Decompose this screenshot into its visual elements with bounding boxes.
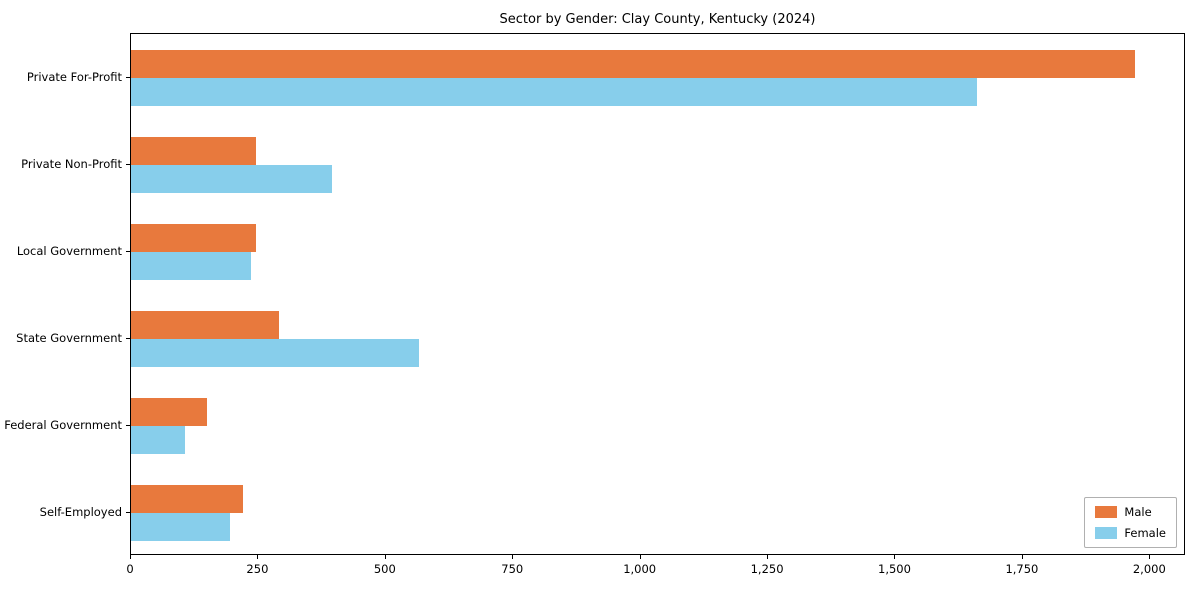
x-tick-mark bbox=[639, 555, 641, 559]
x-tick-mark bbox=[130, 555, 131, 559]
bar-female-state-government bbox=[131, 338, 419, 367]
x-tick-mark bbox=[767, 555, 769, 559]
y-tick-label-private-for-profit: Private For-Profit bbox=[26, 69, 122, 84]
legend-swatch-male bbox=[1095, 506, 1118, 518]
legend-label-female: Female bbox=[1124, 526, 1166, 540]
y-tick-label-state-government: State Government bbox=[16, 330, 122, 345]
chart-title: Sector by Gender: Clay County, Kentucky … bbox=[499, 12, 816, 27]
bar-female-federal-government bbox=[131, 425, 185, 454]
bar-male-self-employed bbox=[131, 484, 244, 513]
x-tick-label-750: 750 bbox=[501, 562, 524, 576]
x-tick-label-1-750: 1,750 bbox=[1005, 562, 1039, 576]
x-tick-label-1-500: 1,500 bbox=[878, 562, 911, 576]
legend-swatch-female bbox=[1095, 527, 1118, 539]
y-tick-mark bbox=[126, 337, 130, 339]
y-tick-label-local-government: Local Government bbox=[16, 243, 122, 258]
x-tick-label-1-000: 1,000 bbox=[623, 562, 657, 576]
plot-area bbox=[130, 33, 1185, 555]
x-tick-label-500: 500 bbox=[373, 562, 396, 576]
legend-label-male: Male bbox=[1124, 505, 1152, 519]
y-tick-mark bbox=[126, 511, 130, 513]
y-tick-mark bbox=[126, 163, 130, 165]
y-tick-label-federal-government: Federal Government bbox=[4, 417, 122, 432]
bar-female-private-non-profit bbox=[131, 164, 333, 193]
legend-entry-male: Male bbox=[1095, 505, 1166, 519]
x-tick-mark bbox=[1149, 555, 1151, 559]
y-tick-mark bbox=[126, 424, 130, 426]
x-tick-label-2-000: 2,000 bbox=[1132, 562, 1166, 576]
bar-male-state-government bbox=[131, 310, 279, 339]
y-tick-label-self-employed: Self-Employed bbox=[39, 504, 122, 519]
x-tick-label-1-250: 1,250 bbox=[750, 562, 784, 576]
bar-male-private-non-profit bbox=[131, 136, 256, 165]
x-tick-label-250: 250 bbox=[246, 562, 269, 576]
y-tick-mark bbox=[126, 76, 130, 78]
bar-female-local-government bbox=[131, 251, 251, 280]
y-tick-label-private-non-profit: Private Non-Profit bbox=[21, 156, 122, 171]
legend: Male Female bbox=[1084, 497, 1177, 548]
x-tick-mark bbox=[384, 555, 386, 559]
y-tick-mark bbox=[126, 250, 130, 252]
x-tick-mark bbox=[512, 555, 514, 559]
bar-male-federal-government bbox=[131, 397, 208, 426]
bar-female-self-employed bbox=[131, 512, 231, 541]
x-tick-mark bbox=[1021, 555, 1023, 559]
x-tick-mark bbox=[894, 555, 896, 559]
x-tick-mark bbox=[257, 555, 259, 559]
legend-entry-female: Female bbox=[1095, 526, 1166, 540]
x-tick-label-0: 0 bbox=[126, 562, 134, 576]
bar-male-local-government bbox=[131, 223, 256, 252]
bar-male-private-for-profit bbox=[131, 49, 1136, 78]
bar-female-private-for-profit bbox=[131, 77, 978, 106]
